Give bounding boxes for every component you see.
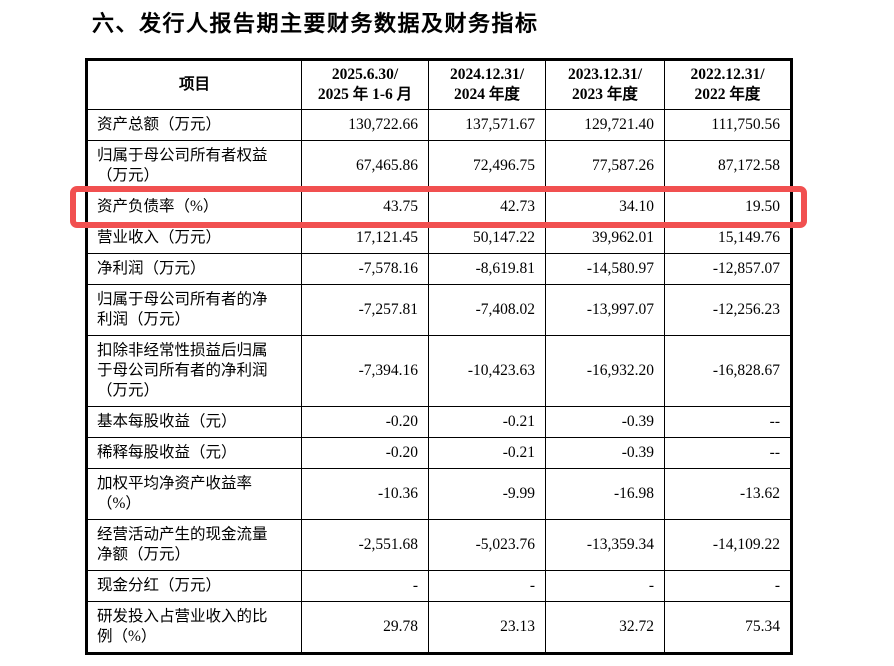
- cell-value: -2,551.68: [301, 519, 429, 571]
- header-item-column: 项目: [86, 59, 302, 110]
- cell-value: -14,109.22: [664, 519, 792, 571]
- cell-value: 77,587.26: [545, 140, 665, 192]
- header-period-date: 2024.12.31/: [449, 66, 525, 83]
- table-row: 扣除非经常性损益后归属 于母公司所有者的净利润 （万元） -7,394.16 -…: [86, 335, 792, 407]
- header-period-range: 2024 年度: [454, 86, 520, 103]
- cell-value: -12,857.07: [664, 253, 792, 285]
- cell-value: -9.99: [428, 468, 546, 520]
- cell-value: 87,172.58: [664, 140, 792, 192]
- cell-value: 29.78: [301, 601, 429, 654]
- cell-value: 34.10: [545, 191, 665, 223]
- row-label: 净利润（万元）: [86, 253, 302, 285]
- cell-value: -12,256.23: [664, 284, 792, 336]
- cell-value: -: [301, 570, 429, 602]
- header-period-date: 2025.6.30/: [331, 66, 399, 83]
- cell-value: -5,023.76: [428, 519, 546, 571]
- cell-value: -7,257.81: [301, 284, 429, 336]
- cell-value: 43.75: [301, 191, 429, 223]
- cell-value: -10,423.63: [428, 335, 546, 407]
- table-row: 经营活动产生的现金流量 净额（万元） -2,551.68 -5,023.76 -…: [86, 519, 792, 571]
- cell-value: -7,578.16: [301, 253, 429, 285]
- cell-value: -: [428, 570, 546, 602]
- cell-value: -13.62: [664, 468, 792, 520]
- cell-value: -: [545, 570, 665, 602]
- cell-value: 42.73: [428, 191, 546, 223]
- cell-value: -16,828.67: [664, 335, 792, 407]
- table-row: 现金分红（万元） - - - -: [86, 570, 792, 602]
- cell-value: -0.21: [428, 406, 546, 438]
- table-wrapper: 项目 2025.6.30/ 2025 年 1-6 月 2024.12.31/ 2…: [70, 58, 807, 655]
- row-label: 研发投入占营业收入的比 例（%）: [86, 601, 302, 654]
- table-row: 净利润（万元） -7,578.16 -8,619.81 -14,580.97 -…: [86, 253, 792, 285]
- cell-value: -7,394.16: [301, 335, 429, 407]
- cell-value: 23.13: [428, 601, 546, 654]
- row-label: 营业收入（万元）: [86, 222, 302, 254]
- row-label: 基本每股收益（元）: [86, 406, 302, 438]
- cell-value: 39,962.01: [545, 222, 665, 254]
- cell-value: -0.39: [545, 406, 665, 438]
- header-period-column: 2025.6.30/ 2025 年 1-6 月: [301, 59, 429, 110]
- cell-value: -14,580.97: [545, 253, 665, 285]
- cell-value: 67,465.86: [301, 140, 429, 192]
- header-period-column: 2024.12.31/ 2024 年度: [428, 59, 546, 110]
- header-period-date: 2023.12.31/: [567, 66, 643, 83]
- cell-value: -0.21: [428, 437, 546, 469]
- cell-value: 19.50: [664, 191, 792, 223]
- cell-value: --: [664, 437, 792, 469]
- row-label: 资产总额（万元）: [86, 109, 302, 141]
- table-row: 归属于母公司所有者的净 利润（万元） -7,257.81 -7,408.02 -…: [86, 284, 792, 336]
- cell-value: -16,932.20: [545, 335, 665, 407]
- cell-value: 137,571.67: [428, 109, 546, 141]
- header-period-column: 2023.12.31/ 2023 年度: [545, 59, 665, 110]
- row-label: 资产负债率（%）: [86, 191, 302, 223]
- table-header-row: 项目 2025.6.30/ 2025 年 1-6 月 2024.12.31/ 2…: [86, 59, 792, 110]
- table-row: 基本每股收益（元） -0.20 -0.21 -0.39 --: [86, 406, 792, 438]
- cell-value: 72,496.75: [428, 140, 546, 192]
- table-row: 研发投入占营业收入的比 例（%） 29.78 23.13 32.72 75.34: [86, 601, 792, 654]
- cell-value: -13,359.34: [545, 519, 665, 571]
- header-period-range: 2022 年度: [694, 86, 761, 103]
- row-label: 稀释每股收益（元）: [86, 437, 302, 469]
- cell-value: 130,722.66: [301, 109, 429, 141]
- table-row: 营业收入（万元） 17,121.45 50,147.22 39,962.01 1…: [86, 222, 792, 254]
- cell-value: -: [664, 570, 792, 602]
- cell-value: -16.98: [545, 468, 665, 520]
- cell-value: -0.20: [301, 406, 429, 438]
- row-label: 现金分红（万元）: [86, 570, 302, 602]
- cell-value: -10.36: [301, 468, 429, 520]
- cell-value: -8,619.81: [428, 253, 546, 285]
- financial-table: 项目 2025.6.30/ 2025 年 1-6 月 2024.12.31/ 2…: [85, 58, 793, 655]
- section-title: 六、发行人报告期主要财务数据及财务指标: [92, 11, 539, 36]
- cell-value: 75.34: [664, 601, 792, 654]
- cell-value: -7,408.02: [428, 284, 546, 336]
- table-row: 资产总额（万元） 130,722.66 137,571.67 129,721.4…: [86, 109, 792, 141]
- row-label: 经营活动产生的现金流量 净额（万元）: [86, 519, 302, 571]
- table-row: 归属于母公司所有者权益 （万元） 67,465.86 72,496.75 77,…: [86, 140, 792, 192]
- cell-value: 17,121.45: [301, 222, 429, 254]
- cell-value: -0.20: [301, 437, 429, 469]
- header-period-column: 2022.12.31/ 2022 年度: [664, 59, 792, 110]
- row-label: 归属于母公司所有者权益 （万元）: [86, 140, 302, 192]
- table-row-highlighted: 资产负债率（%） 43.75 42.73 34.10 19.50: [86, 191, 792, 223]
- cell-value: 15,149.76: [664, 222, 792, 254]
- header-period-date: 2022.12.31/: [690, 66, 765, 83]
- cell-value: -13,997.07: [545, 284, 665, 336]
- cell-value: -0.39: [545, 437, 665, 469]
- table-row: 稀释每股收益（元） -0.20 -0.21 -0.39 --: [86, 437, 792, 469]
- row-label: 归属于母公司所有者的净 利润（万元）: [86, 284, 302, 336]
- row-label: 加权平均净资产收益率 （%）: [86, 468, 302, 520]
- cell-value: 129,721.40: [545, 109, 665, 141]
- cell-value: 111,750.56: [664, 109, 792, 141]
- table-row: 加权平均净资产收益率 （%） -10.36 -9.99 -16.98 -13.6…: [86, 468, 792, 520]
- cell-value: 32.72: [545, 601, 665, 654]
- cell-value: 50,147.22: [428, 222, 546, 254]
- row-label: 扣除非经常性损益后归属 于母公司所有者的净利润 （万元）: [86, 335, 302, 407]
- cell-value: --: [664, 406, 792, 438]
- header-period-range: 2025 年 1-6 月: [317, 86, 413, 103]
- header-period-range: 2023 年度: [572, 86, 638, 103]
